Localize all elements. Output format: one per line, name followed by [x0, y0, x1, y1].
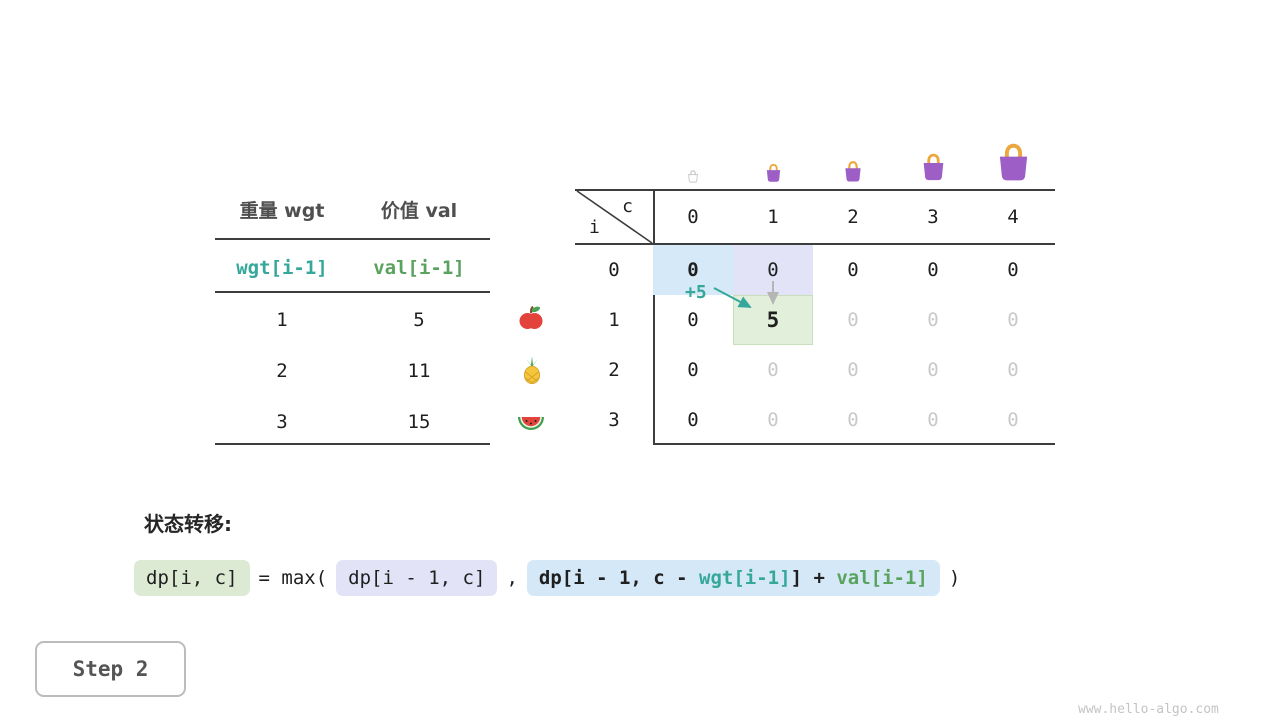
items-code-wgt: wgt[i-1]	[236, 257, 328, 279]
formula-arg2-chip: dp[i - 1, c - wgt[i-1]] + val[i-1]	[526, 560, 940, 596]
dp-cell: 0	[687, 359, 699, 381]
dp-row-header: 2	[608, 359, 620, 381]
dp-corner: c i	[575, 190, 653, 243]
dp-cell: 0	[847, 409, 859, 431]
item-weight: 1	[276, 309, 288, 331]
bag-icon-capacity-4	[999, 143, 1028, 181]
item-weight: 2	[276, 360, 288, 382]
dp-corner-label-c: c	[622, 196, 633, 217]
apple-icon	[519, 305, 543, 329]
divider	[653, 443, 1055, 445]
dp-col-header: 4	[1007, 205, 1019, 228]
dp-col-header: 3	[927, 205, 939, 228]
items-col-header-value: 价值 val	[380, 200, 458, 222]
dp-cell: 0	[927, 259, 939, 281]
dp-cell: 0	[1007, 259, 1019, 281]
item-value: 11	[407, 360, 431, 382]
dp-col-header: 1	[767, 205, 779, 228]
dp-cell: 0	[927, 309, 939, 331]
divider	[575, 189, 1055, 191]
pineapple-icon	[523, 356, 541, 385]
dp-row-header: 3	[608, 409, 620, 431]
dp-cell: 0	[767, 409, 779, 431]
dp-corner-label-i: i	[589, 217, 600, 238]
bag-icon-capacity-2	[845, 161, 861, 182]
step-button[interactable]: Step 2	[35, 641, 186, 697]
dp-col-header: 0	[687, 205, 699, 228]
dp-cell: 0	[847, 259, 859, 281]
formula-separator: ,	[506, 567, 518, 589]
bag-icon-capacity-3	[923, 153, 944, 181]
dp-cell: 0	[927, 409, 939, 431]
formula-close-paren: )	[948, 567, 961, 589]
item-value: 5	[413, 309, 425, 331]
item-weight: 3	[276, 411, 288, 433]
dp-cell: 0	[847, 359, 859, 381]
dp-column-headers: 0 1 2 3 4	[653, 190, 1053, 243]
dp-cell: 0	[1007, 409, 1019, 431]
items-col-header-weight: 重量 wgt	[239, 200, 325, 222]
formula-arg2-val: val[i-1]	[836, 567, 928, 589]
dp-col-header: 2	[847, 205, 859, 228]
item-value: 15	[407, 411, 431, 433]
dp-cell-above: 0	[733, 245, 813, 295]
formula-arg1-chip: dp[i - 1, c]	[336, 560, 498, 596]
dp-table: 0 0 0 0 0 0 5 0 0 0 0 0 0 0 0 0 0 0 0 0	[653, 245, 1053, 445]
divider	[215, 443, 490, 445]
items-code-val: val[i-1]	[373, 257, 465, 279]
dp-cell: 0	[1007, 309, 1019, 331]
dp-cell: 0	[687, 309, 699, 331]
bag-icon-capacity-0	[688, 170, 698, 183]
dp-cell: 0	[1007, 359, 1019, 381]
divider	[575, 243, 1055, 245]
dp-cell-source: 0	[653, 245, 733, 295]
formula-arg2-wgt: wgt[i-1]	[699, 567, 791, 589]
watermelon-icon	[518, 417, 544, 430]
dp-cell: 0	[927, 359, 939, 381]
dp-cell: 0	[687, 409, 699, 431]
formula-operator: = max(	[258, 567, 328, 589]
watermark: www.hello-algo.com	[1078, 702, 1219, 717]
dp-cell: 0	[847, 309, 859, 331]
divider	[653, 189, 655, 445]
state-transition-formula: dp[i, c] = max( dp[i - 1, c] , dp[i - 1,…	[134, 560, 960, 596]
divider	[215, 291, 490, 293]
step-label: Step 2	[72, 657, 149, 681]
bag-icon-capacity-1	[766, 163, 781, 182]
divider	[215, 238, 490, 240]
dp-row-headers: 0 1 2 3	[575, 245, 653, 445]
formula-arg2-prefix: dp[i - 1, c -	[538, 567, 700, 589]
dp-annotation-plus5: +5	[685, 282, 707, 303]
dp-row-header: 1	[608, 309, 620, 331]
formula-lhs-chip: dp[i, c]	[134, 560, 250, 596]
dp-cell-current: 5	[733, 295, 813, 345]
formula-arg2-mid: ] +	[790, 567, 837, 589]
dp-row-header: 0	[608, 259, 620, 281]
dp-cell: 0	[767, 359, 779, 381]
state-transition-label: 状态转移:	[144, 512, 232, 536]
